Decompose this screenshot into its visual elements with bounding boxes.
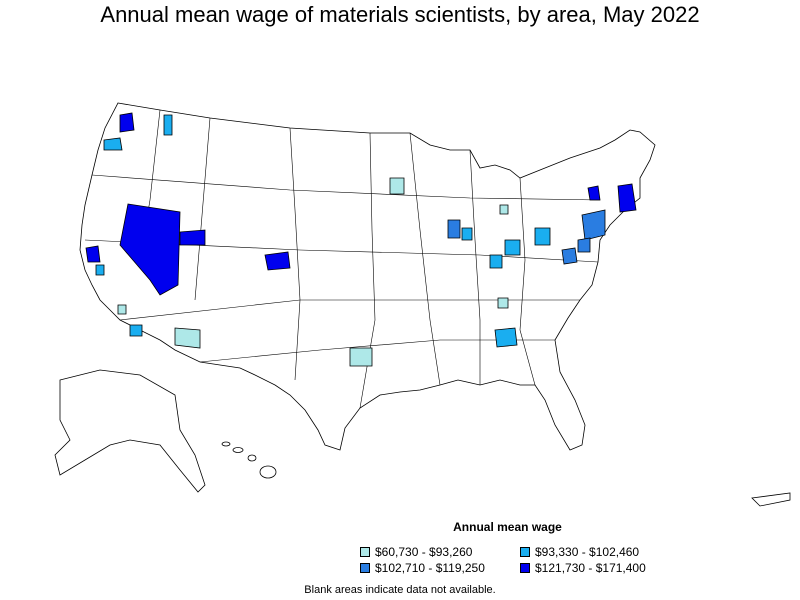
legend-item-4: $121,730 - $171,400 — [520, 561, 646, 575]
footnote: Blank areas indicate data not available. — [304, 584, 496, 596]
area-michigan — [499, 204, 509, 215]
legend-swatch-2 — [520, 547, 530, 557]
legend-label-3: $102,710 - $119,250 — [375, 561, 485, 575]
contiguous-us-outline — [79, 102, 656, 451]
legend-item-3: $102,710 - $119,250 — [360, 561, 485, 575]
area-sacramento — [95, 264, 105, 276]
area-philadelphia — [577, 237, 591, 253]
area-colorado — [264, 251, 291, 271]
area-boston — [617, 183, 637, 213]
area-upstate-ny — [587, 185, 601, 201]
area-texas-dfw — [349, 347, 373, 367]
legend-item-1: $60,730 - $93,260 — [360, 545, 472, 559]
puerto-rico-outline — [751, 492, 791, 507]
hawaii-islands — [221, 441, 277, 479]
area-seattle — [119, 112, 135, 133]
legend-label-1: $60,730 - $93,260 — [375, 545, 473, 559]
area-wa-east — [163, 114, 173, 136]
legend-label-2: $93,330 - $102,460 — [535, 545, 640, 559]
area-utah — [179, 229, 206, 246]
area-dc — [561, 247, 578, 265]
map-title: Annual mean wage of materials scientists… — [100, 2, 700, 27]
area-los-angeles — [129, 324, 143, 337]
area-minnesota — [389, 177, 405, 195]
legend-swatch-3 — [360, 563, 370, 573]
legend-swatch-4 — [520, 563, 530, 573]
legend-swatch-1 — [360, 547, 370, 557]
area-socal-desert — [117, 304, 127, 315]
alaska-outline — [54, 369, 206, 493]
legend-item-2: $93,330 - $102,460 — [520, 545, 639, 559]
area-pittsburgh — [534, 227, 551, 246]
area-chicago — [447, 219, 461, 239]
area-ny-nj — [581, 209, 606, 241]
legend-label-4: $121,730 - $171,400 — [535, 561, 646, 575]
area-tennessee — [497, 297, 509, 309]
area-ohio — [504, 239, 521, 256]
area-atlanta — [494, 327, 518, 348]
area-arizona — [174, 327, 201, 349]
area-kentucky — [489, 254, 503, 269]
area-sf-bay — [85, 245, 101, 263]
area-nevada — [119, 203, 181, 296]
legend-title: Annual mean wage — [453, 520, 562, 534]
area-indiana — [461, 227, 473, 241]
area-oregon — [103, 137, 123, 151]
